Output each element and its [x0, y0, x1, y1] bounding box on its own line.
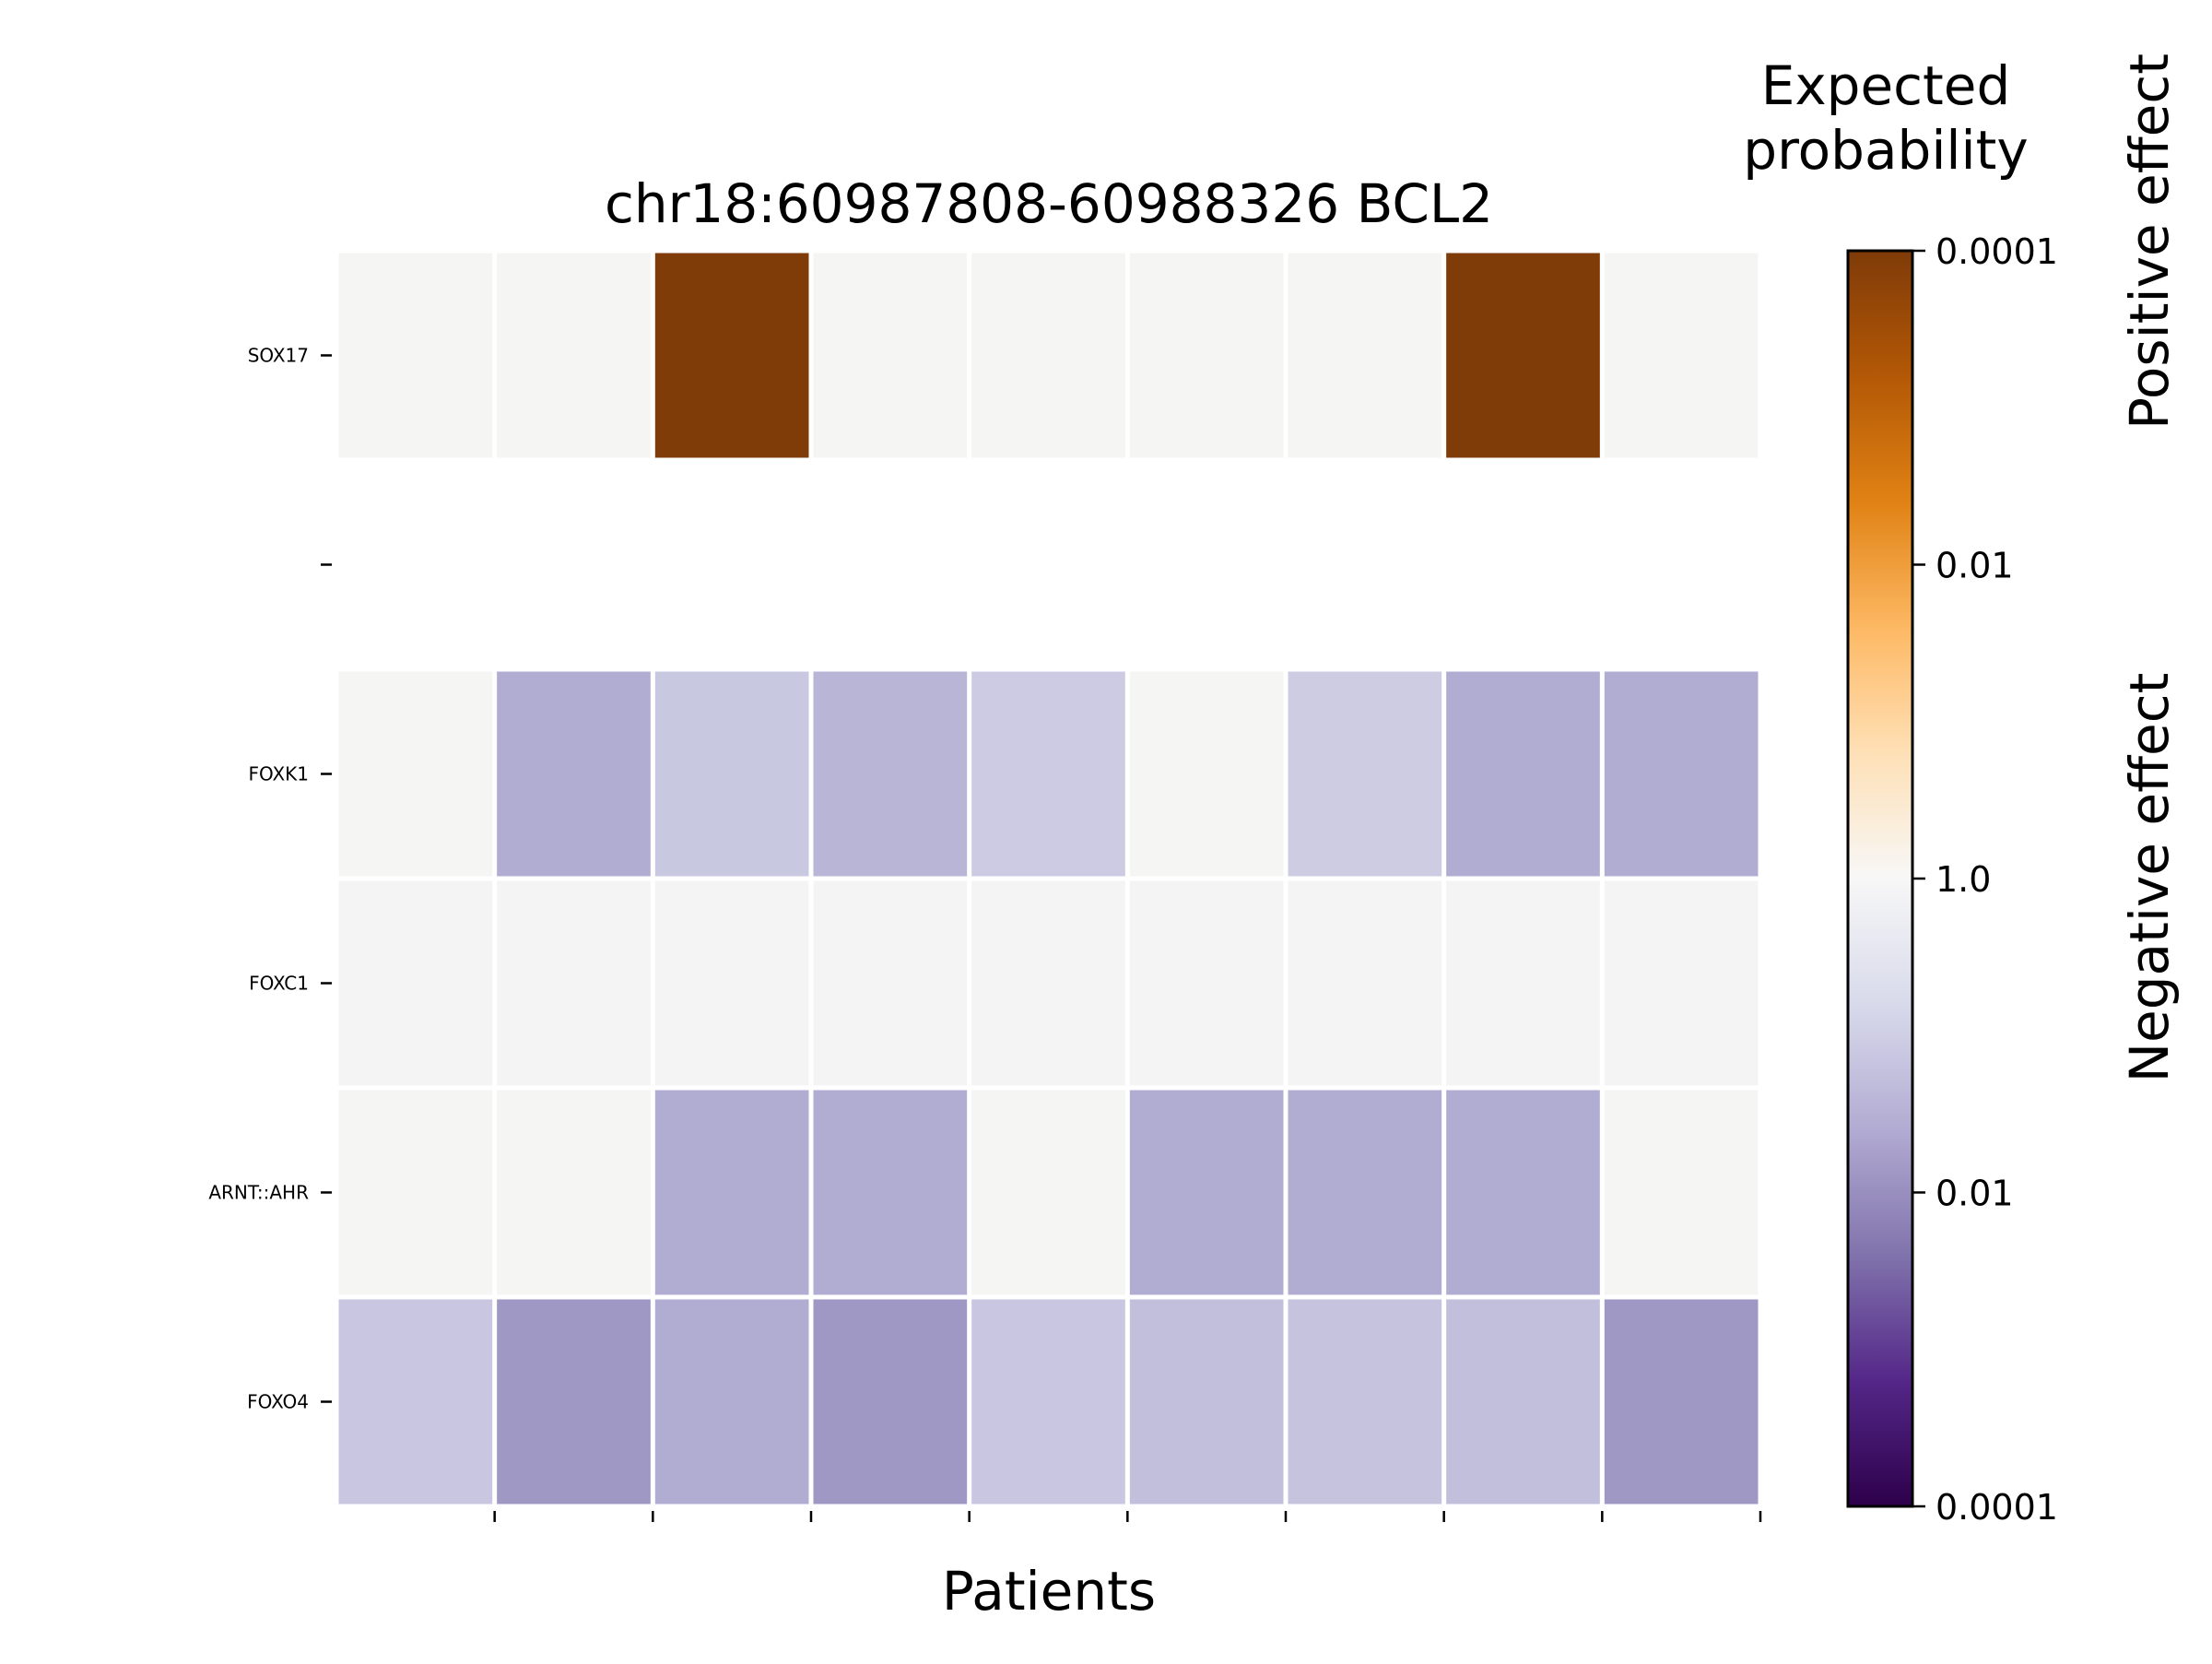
heatmap-cell	[813, 1090, 968, 1295]
colorbar-tick-label: 0.0001	[1936, 231, 2058, 272]
heatmap-cells	[338, 253, 1759, 1505]
colorbar: 0.0001 0.01 1.0 0.01 0.0001 Expected probabi…	[1743, 53, 2181, 1528]
heatmap-cell	[1604, 671, 1759, 877]
x-axis-ticks	[493, 1511, 1762, 1522]
heatmap-cell	[813, 880, 968, 1086]
heatmap-cell	[338, 1090, 493, 1295]
heatmap-cell	[813, 1299, 968, 1505]
heatmap-cell	[1604, 253, 1759, 458]
colorbar-tick-label: 0.0001	[1936, 1487, 2058, 1528]
heatmap-cell	[1604, 880, 1759, 1086]
row-label: SOX17	[248, 345, 309, 367]
row-label: FOXK1	[248, 763, 309, 785]
heatmap-cell	[1288, 671, 1442, 877]
heatmap-cell	[813, 671, 968, 877]
heatmap-cell	[497, 880, 651, 1086]
colorbar-ticks: 0.0001 0.01 1.0 0.01 0.0001	[1912, 231, 2058, 1528]
heatmap-cell	[971, 1090, 1125, 1295]
heatmap-cell	[1288, 1090, 1442, 1295]
colorbar-tick-label: 0.01	[1936, 1174, 2014, 1214]
heatmap-cell	[654, 671, 809, 877]
heatmap-cell	[497, 253, 651, 458]
heatmap-cell	[813, 253, 968, 458]
heatmap-cell	[1129, 671, 1284, 877]
heatmap-cell	[971, 253, 1125, 458]
heatmap-cell	[1446, 1090, 1600, 1295]
heatmap-cell	[1604, 1299, 1759, 1505]
heatmap-cell	[971, 880, 1125, 1086]
row-label: FOXC1	[249, 973, 309, 995]
heatmap-cell	[654, 880, 809, 1086]
colorbar-title-line-2: probability	[1743, 119, 2028, 182]
heatmap-cell	[654, 1090, 809, 1295]
chart-title: chr18:60987808-60988326 BCL2	[605, 172, 1493, 235]
x-axis-label: Patients	[942, 1560, 1156, 1623]
positive-effect-label: Positive effect	[2118, 53, 2181, 430]
heatmap-cell	[1129, 1090, 1284, 1295]
heatmap-cell	[1129, 880, 1284, 1086]
heatmap-cell	[338, 671, 493, 877]
heatmap-cell	[1604, 1090, 1759, 1295]
heatmap-cell	[1446, 880, 1600, 1086]
heatmap-cell	[654, 253, 809, 458]
colorbar-title-line-1: Expected	[1761, 54, 2011, 117]
heatmap-cell	[1446, 1299, 1600, 1505]
heatmap-cell	[1288, 253, 1442, 458]
colorbar-tick-label: 0.01	[1936, 546, 2014, 586]
row-label: ARNT::AHR	[208, 1182, 309, 1204]
heatmap-cell	[338, 1299, 493, 1505]
heatmap-cell	[1446, 253, 1600, 458]
heatmap-cell	[338, 880, 493, 1086]
colorbar-gradient	[1846, 249, 1914, 1508]
heatmap-cell	[971, 1299, 1125, 1505]
heatmap-cell	[1129, 253, 1284, 458]
heatmap-cell	[654, 1299, 809, 1505]
heatmap-cell	[1129, 1299, 1284, 1505]
heatmap-cell	[1288, 880, 1442, 1086]
heatmap-cell	[971, 671, 1125, 877]
heatmap-cell	[1446, 671, 1600, 877]
heatmap-cell	[497, 1299, 651, 1505]
colorbar-tick-label: 1.0	[1936, 859, 1991, 900]
heatmap-cell	[338, 253, 493, 458]
heatmap-cell	[497, 671, 651, 877]
row-label: FOXO4	[247, 1391, 309, 1413]
heatmap-cell	[497, 1090, 651, 1295]
negative-effect-label: Negative effect	[2118, 673, 2181, 1083]
heatmap-cell	[1288, 1299, 1442, 1505]
